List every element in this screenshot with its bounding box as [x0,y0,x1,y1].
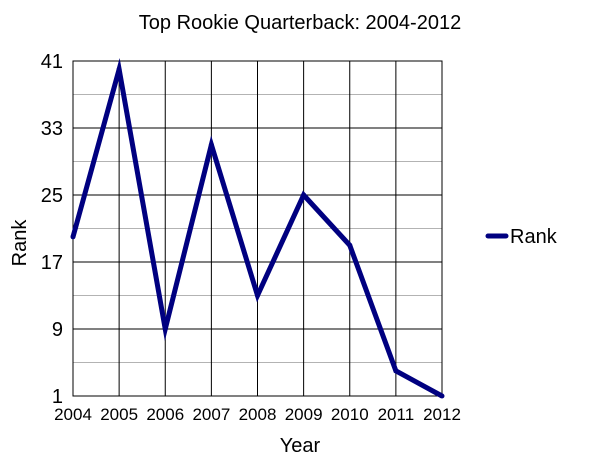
x-axis-tick-labels: 2004 2005 2006 2007 2008 2009 2010 2011 2012 [54,405,461,424]
x-tick-label: 2011 [378,405,415,424]
x-tick-label: 2012 [423,405,461,424]
legend: Rank [485,226,558,248]
x-tick-label: 2006 [146,405,184,424]
data-point [439,393,445,399]
y-tick-label: 17 [41,252,63,274]
y-tick-label: 9 [52,319,63,341]
y-axis-label: Rank [9,219,31,267]
y-tick-label: 1 [52,386,63,408]
data-point [347,242,353,248]
x-axis-label: Year [280,435,321,457]
data-point [70,234,76,240]
data-point [116,66,122,72]
legend-label-rank: Rank [510,226,558,248]
data-point [255,293,260,298]
x-tick-label: 2007 [192,405,230,424]
y-tick-label: 25 [41,185,63,207]
x-tick-label: 2008 [239,405,277,424]
chart-title: Top Rookie Quarterback: 2004-2012 [139,12,461,34]
data-point [301,192,307,198]
x-tick-label: 2009 [285,405,323,424]
x-tick-label: 2010 [331,405,369,424]
y-axis-tick-labels: 1 9 17 25 33 41 [41,51,63,408]
series-layer [70,58,445,399]
data-point [393,368,399,374]
data-point [162,326,168,332]
data-point [208,142,214,148]
y-tick-label: 41 [41,51,63,73]
x-tick-label: 2004 [54,405,92,424]
x-tick-label: 2005 [100,405,138,424]
y-tick-label: 33 [41,118,63,140]
